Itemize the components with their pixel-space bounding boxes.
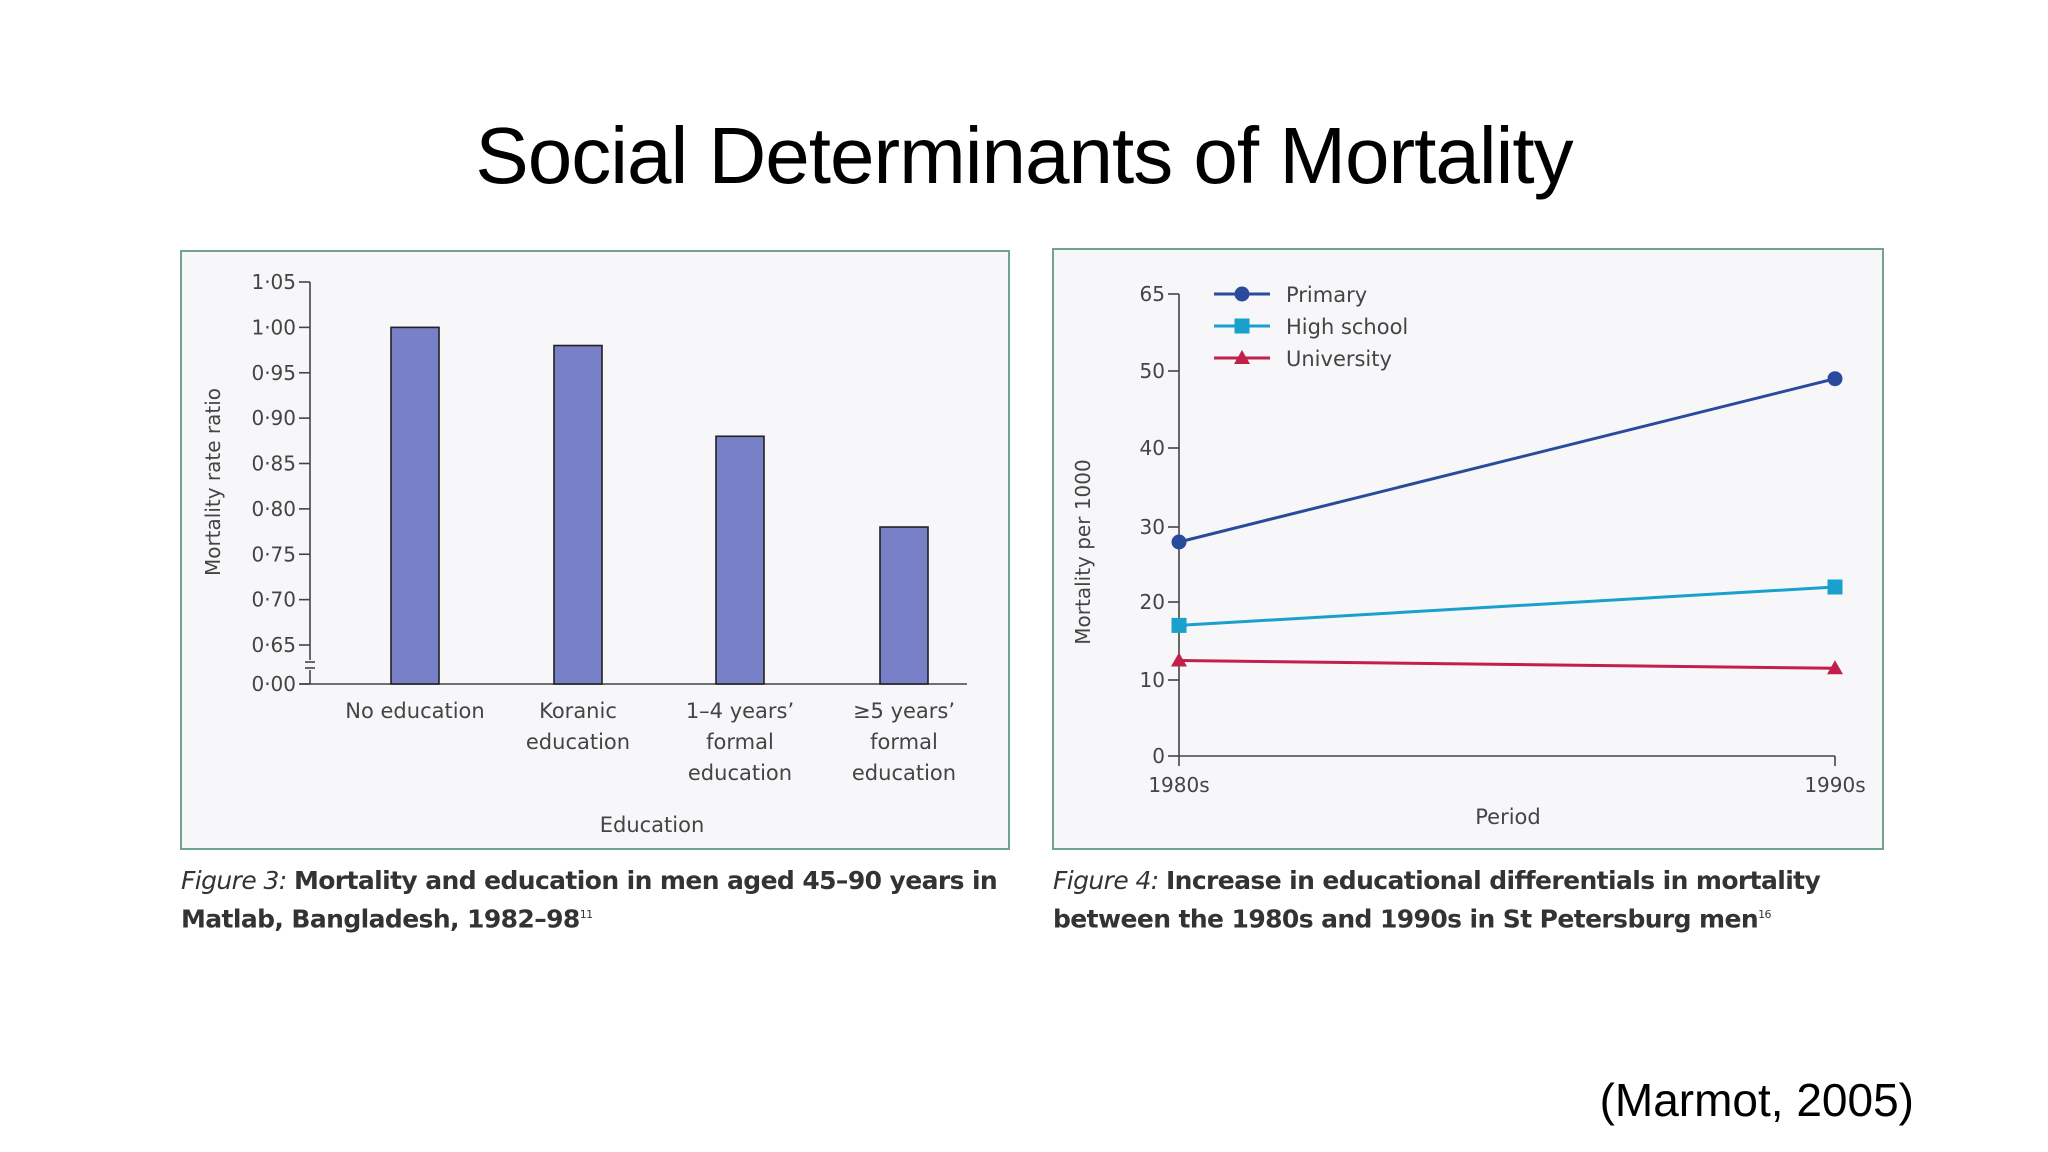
y-tick-label: 0·90 <box>251 406 296 430</box>
figure-4-caption: Figure 4: Increase in educational differ… <box>1053 864 1883 936</box>
y-axis-label: Mortality per 1000 <box>1071 459 1095 644</box>
x-tick-label: 1990s <box>1804 773 1865 797</box>
figure-4-ref: 16 <box>1758 908 1771 921</box>
y-tick-label: 0 <box>1152 744 1165 768</box>
data-point <box>1171 534 1187 550</box>
x-category-label: formal <box>706 730 774 754</box>
data-point <box>1827 371 1843 387</box>
bar <box>553 344 603 685</box>
x-category-label: No education <box>345 699 484 723</box>
citation: (Marmot, 2005) <box>1599 1074 1914 1126</box>
slide-title: Social Determinants of Mortality <box>475 111 1573 200</box>
x-category-label: 1–4 years’ <box>686 699 794 723</box>
line-chart-panel: 0 10 20 30 40 50 65 1980s 1990s Mortality per 100… <box>1052 248 1884 850</box>
y-axis-label: Mortality rate ratio <box>201 388 225 576</box>
y-tick-label: 1·00 <box>251 315 296 339</box>
y-tick-label: 10 <box>1140 668 1165 692</box>
x-category-label: education <box>852 761 956 785</box>
data-point <box>1827 660 1843 675</box>
x-tick-label: 1980s <box>1148 773 1209 797</box>
y-tick-label: 0·65 <box>251 633 296 657</box>
legend-label: High school <box>1286 315 1408 339</box>
figure-3-label: Figure 3: <box>181 866 287 895</box>
line-chart: 0 10 20 30 40 50 65 1980s 1990s Mortality per 100… <box>1071 282 1866 829</box>
y-tick-label: 50 <box>1140 359 1165 383</box>
x-category-label: formal <box>870 730 938 754</box>
figure-4-text: Increase in educational differentials in… <box>1053 866 1821 934</box>
y-tick-label: 0·95 <box>251 361 296 385</box>
y-tick-label: 65 <box>1140 282 1165 306</box>
series-line <box>1178 659 1836 670</box>
bar <box>390 326 440 685</box>
data-point <box>1827 579 1843 595</box>
series-line <box>1178 585 1836 627</box>
x-category-label: education <box>526 730 630 754</box>
y-tick-label: 0·85 <box>251 452 296 476</box>
legend-label: University <box>1286 347 1392 371</box>
x-category-label: education <box>688 761 792 785</box>
y-tick-label: 0·80 <box>251 497 296 521</box>
bar-chart-panel: 0·00 0·65 0·70 0·75 0·80 0·85 0·90 0·95 1·00 1·05… <box>180 250 1010 850</box>
legend-marker <box>1234 350 1250 364</box>
figure-3-caption: Figure 3: Mortality and education in men… <box>181 864 1011 936</box>
series-line <box>1178 377 1836 544</box>
legend-marker <box>1234 318 1250 334</box>
legend-marker <box>1234 286 1250 302</box>
figure-3-text: Mortality and education in men aged 45–9… <box>181 866 998 934</box>
x-axis-label: Period <box>1475 805 1540 829</box>
bar <box>715 435 765 685</box>
bar-chart: 0·00 0·65 0·70 0·75 0·80 0·85 0·90 0·95 1·00 1·05… <box>201 270 967 837</box>
y-tick-label: 0·70 <box>251 588 296 612</box>
y-tick-label: 0·75 <box>251 542 296 566</box>
y-tick-label: 30 <box>1140 515 1165 539</box>
x-category-label: Koranic <box>539 699 617 723</box>
figure-4-label: Figure 4: <box>1053 866 1159 895</box>
y-tick-label: 40 <box>1140 436 1165 460</box>
y-tick-label: 1·05 <box>251 270 296 294</box>
x-axis-label: Education <box>600 813 705 837</box>
figure-3-ref: 11 <box>579 908 593 921</box>
bar <box>879 526 929 685</box>
x-category-label: ≥5 years’ <box>853 699 955 723</box>
y-tick-label: 20 <box>1140 590 1165 614</box>
data-point <box>1171 617 1187 633</box>
legend-label: Primary <box>1286 283 1367 307</box>
data-point <box>1171 652 1187 667</box>
y-tick-label: 0·00 <box>251 672 296 696</box>
